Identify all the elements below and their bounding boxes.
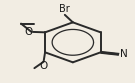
Text: O: O bbox=[24, 27, 32, 37]
Text: Br: Br bbox=[59, 4, 70, 14]
Text: O: O bbox=[40, 61, 48, 71]
Text: N: N bbox=[120, 49, 128, 59]
